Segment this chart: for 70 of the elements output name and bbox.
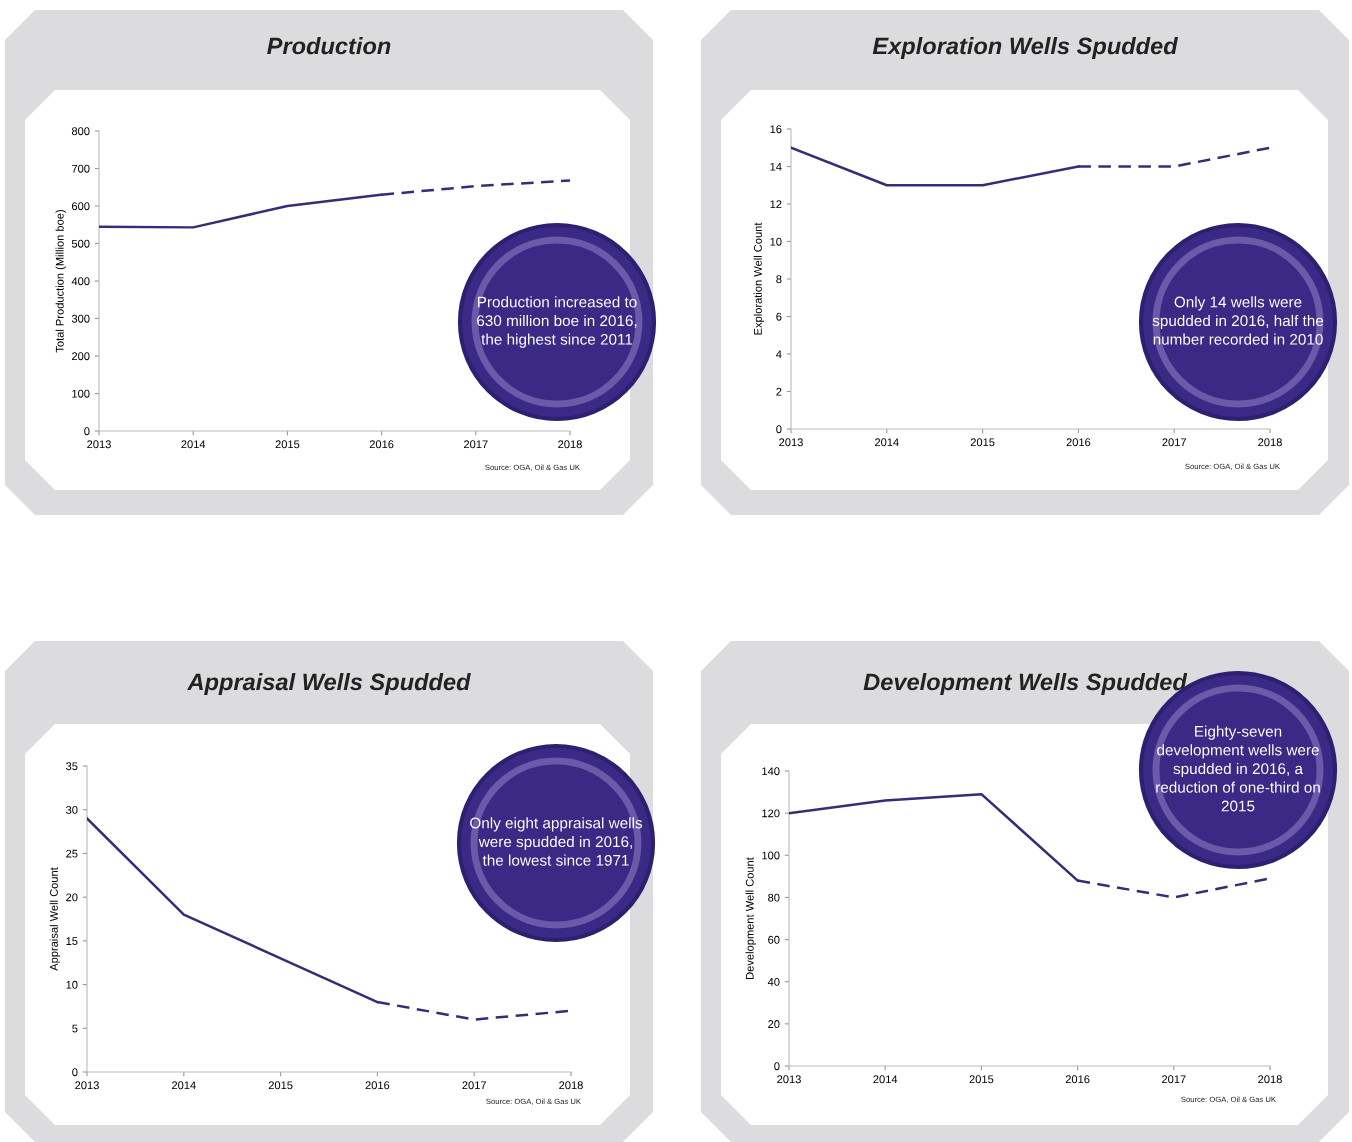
x-tick-label: 2014	[875, 438, 899, 447]
y-tick-label: 200	[71, 352, 90, 361]
x-tick-label: 2018	[1258, 438, 1282, 447]
y-tick-label: 100	[72, 389, 90, 398]
y-tick-label: 120	[762, 809, 780, 818]
x-tick-label: 2016	[1066, 438, 1091, 447]
x-tick-label: 2017	[462, 1081, 486, 1090]
y-tick-label: 0	[776, 425, 782, 434]
y-tick-label: 300	[71, 314, 90, 323]
x-tick-label: 2014	[172, 1081, 196, 1090]
x-tick-label: 2017	[1162, 1075, 1186, 1084]
y-tick-label: 30	[66, 805, 78, 814]
y-tick-label: 2	[776, 387, 782, 396]
x-tick-label: 2018	[1258, 1075, 1282, 1084]
x-tick-label: 2013	[779, 438, 803, 447]
y-tick-label: 400	[71, 277, 90, 286]
y-tick-label: 6	[776, 312, 782, 321]
x-tick-label: 2016	[1065, 1075, 1090, 1084]
y-tick-label: 16	[770, 125, 782, 134]
x-tick-label: 2017	[464, 440, 488, 449]
x-tick-label: 2013	[777, 1075, 801, 1084]
x-tick-label: 2018	[559, 1081, 583, 1090]
chart-title: Appraisal Wells Spudded	[187, 672, 471, 696]
y-tick-label: 800	[71, 127, 90, 136]
y-tick-label: 100	[762, 851, 780, 860]
y-tick-label: 10	[66, 980, 78, 989]
y-tick-label: 0	[774, 1062, 780, 1071]
x-tick-label: 2013	[75, 1081, 99, 1090]
y-tick-label: 40	[767, 977, 780, 986]
chart-title: Exploration Wells Spudded	[872, 37, 1179, 59]
y-tick-label: 15	[66, 937, 78, 945]
x-tick-label: 2015	[268, 1081, 293, 1090]
y-tick-label: 35	[66, 762, 78, 771]
x-tick-label: 2014	[181, 440, 206, 449]
annotation: Production increased to 630 million boe in 2016, the highest since 2011	[477, 296, 637, 348]
y-axis-title: Total Production (Million boe)	[55, 210, 66, 353]
annotation: Only eight appraisal wells were spudded in 2016, the lowest since 1971	[470, 817, 643, 866]
x-tick-label: 2014	[873, 1075, 898, 1084]
y-axis-title: Exploration Well Count	[753, 222, 765, 335]
y-axis-title: Development Well Count	[745, 857, 756, 979]
y-tick-label: 8	[776, 275, 782, 284]
x-tick-label: 2016	[365, 1081, 390, 1090]
y-tick-label: 12	[770, 200, 782, 209]
annotation: Only 14 wells were spudded in 2016, half the number recorded in 2010	[1152, 296, 1324, 345]
y-tick-label: 20	[768, 1020, 780, 1028]
y-tick-label: 14	[770, 162, 782, 171]
y-tick-label: 0	[84, 427, 90, 436]
x-tick-label: 2018	[558, 440, 582, 449]
y-tick-label: 140	[762, 767, 780, 776]
y-tick-label: 0	[72, 1068, 78, 1077]
chart-title: Development Wells Spudded	[863, 672, 1188, 696]
y-tick-label: 600	[72, 202, 90, 211]
x-tick-label: 2016	[369, 440, 394, 449]
y-axis-title: Appraisal Well Count	[49, 867, 61, 971]
y-tick-label: 20	[66, 893, 78, 902]
y-tick-label: 5	[72, 1024, 78, 1033]
x-tick-label: 2015	[969, 1075, 994, 1084]
x-tick-label: 2015	[970, 438, 995, 447]
x-tick-label: 2017	[1162, 438, 1186, 447]
y-tick-label: 80	[768, 893, 780, 902]
chart-title: Production	[267, 37, 391, 55]
y-tick-label: 700	[72, 164, 90, 173]
x-tick-label: 2015	[275, 440, 300, 449]
x-tick-label: 2013	[87, 440, 111, 449]
y-tick-label: 25	[66, 849, 78, 858]
y-tick-label: 500	[71, 239, 90, 248]
y-tick-label: 60	[768, 935, 780, 944]
y-tick-label: 10	[770, 237, 782, 246]
y-tick-label: 4	[776, 350, 782, 359]
annotation: Eighty-seven development wells were spudded in 2016, a reduction of one-third on 2015	[1156, 725, 1320, 812]
